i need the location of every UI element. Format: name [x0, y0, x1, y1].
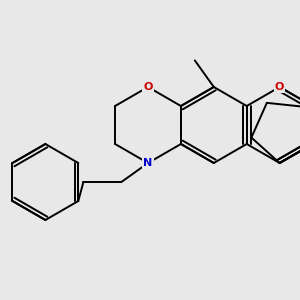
Text: N: N: [143, 158, 153, 168]
Text: O: O: [143, 82, 153, 92]
Text: O: O: [275, 82, 284, 92]
